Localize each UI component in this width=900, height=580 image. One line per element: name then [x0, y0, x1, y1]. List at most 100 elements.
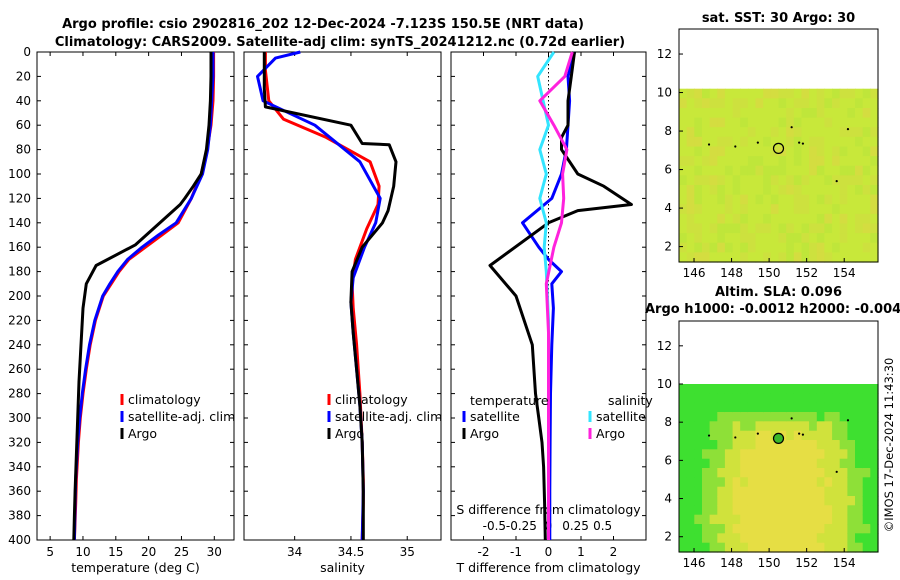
map-field-cell	[763, 88, 772, 99]
legend-label: satellite-adj. clim	[128, 409, 235, 424]
map-field-cell	[763, 223, 772, 234]
map-field-cell	[786, 223, 795, 234]
map-field-cell	[862, 393, 871, 404]
map-field-cell	[847, 204, 856, 215]
map-field-cell	[755, 449, 764, 460]
map-field-cell	[839, 505, 848, 516]
x-tick-label: 30	[207, 545, 222, 559]
map-field-cell	[778, 242, 787, 253]
map-field-cell	[709, 533, 718, 544]
map-field-cell	[862, 242, 871, 253]
map-field-cell	[793, 468, 803, 478]
map-frame	[678, 28, 879, 263]
legend-label: Argo	[470, 426, 499, 441]
map-field-cell	[679, 496, 688, 506]
plot-frame	[243, 51, 442, 541]
map-field-cell	[724, 468, 734, 478]
map-field-cell	[832, 117, 841, 128]
map-field-cell	[702, 477, 711, 488]
map-field-cell	[763, 468, 772, 478]
map-field-cell	[686, 449, 695, 460]
map-field-cell	[717, 496, 726, 506]
map-field-cell	[847, 449, 856, 460]
map-field-cell	[824, 98, 833, 109]
map-field-cell	[778, 477, 787, 488]
map-field-cell	[862, 156, 871, 167]
map-field-cell	[686, 213, 695, 225]
map-field-cell	[839, 421, 848, 432]
map-field-cell	[709, 402, 718, 413]
map-field-cell	[686, 233, 695, 244]
map-field-cell	[763, 146, 772, 157]
map-field-cell	[709, 204, 718, 215]
map-field-cell	[816, 486, 826, 497]
depth-tick-label: 340	[8, 460, 31, 474]
map-field-cell	[724, 175, 734, 186]
map-field-cell	[855, 108, 864, 119]
x-tick-label: 10	[75, 545, 90, 559]
map-field-cell	[801, 127, 810, 138]
map-field-cell	[679, 384, 688, 394]
map-field-cell	[855, 88, 864, 99]
map-field-cell	[740, 242, 749, 253]
map-field-cell	[694, 458, 703, 469]
map-field-cell	[724, 98, 734, 109]
map-field-cell	[778, 156, 787, 167]
map-field-cell	[870, 496, 879, 506]
map-field-cell	[801, 468, 810, 478]
map-field-cell	[732, 252, 741, 263]
map-field-cell	[778, 185, 787, 196]
map-field-cell	[763, 402, 772, 413]
map-x-tick-label: 148	[720, 266, 743, 280]
map-field-cell	[870, 117, 879, 128]
map-field-cell	[770, 458, 780, 469]
map-field-cell	[686, 156, 695, 167]
map-field-cell	[816, 136, 826, 147]
map-field-cell	[809, 165, 818, 176]
map-field-cell	[832, 384, 841, 394]
map-field-cell	[786, 402, 795, 413]
map-field-cell	[786, 194, 795, 205]
depth-tick-label: 0	[23, 45, 31, 59]
map-field-cell	[793, 98, 803, 109]
map-field-cell	[809, 136, 818, 147]
map-field-cell	[694, 505, 703, 516]
map-field-cell	[770, 204, 780, 215]
map-field-cell	[770, 542, 780, 553]
map-field-cell	[702, 496, 711, 506]
map-field-cell	[694, 165, 703, 176]
map-field-cell	[755, 505, 764, 516]
map-field-cell	[862, 252, 871, 263]
map-field-cell	[755, 156, 764, 167]
map-field-cell	[770, 449, 780, 460]
map-field-cell	[832, 533, 841, 544]
map-field-cell	[862, 505, 871, 516]
map-field-cell	[778, 449, 787, 460]
map-field-cell	[870, 486, 879, 497]
map-field-cell	[832, 156, 841, 167]
map-field-cell	[755, 223, 764, 234]
map-field-cell	[732, 165, 741, 176]
map-field-cell	[694, 98, 703, 109]
map-field-cell	[724, 384, 734, 394]
map-field-cell	[778, 194, 787, 205]
map-field-cell	[709, 242, 718, 253]
map-field-cell	[747, 185, 757, 196]
map-field-cell	[809, 486, 818, 497]
map-field-cell	[747, 477, 757, 488]
map-field-cell	[847, 393, 856, 404]
map-field-cell	[870, 136, 879, 147]
map-y-tick-label: 4	[664, 201, 672, 215]
map-field-cell	[824, 146, 833, 157]
map-field-cell	[786, 477, 795, 488]
map-field-cell	[763, 165, 772, 176]
map-field-cell	[717, 524, 726, 534]
map-field-cell	[755, 242, 764, 253]
map-field-cell	[809, 458, 818, 469]
map-field-cell	[824, 421, 833, 432]
map-field-cell	[839, 412, 848, 422]
map-field-cell	[824, 449, 833, 460]
map-field-cell	[870, 477, 879, 488]
map-field-cell	[709, 477, 718, 488]
map-field-cell	[839, 223, 848, 234]
